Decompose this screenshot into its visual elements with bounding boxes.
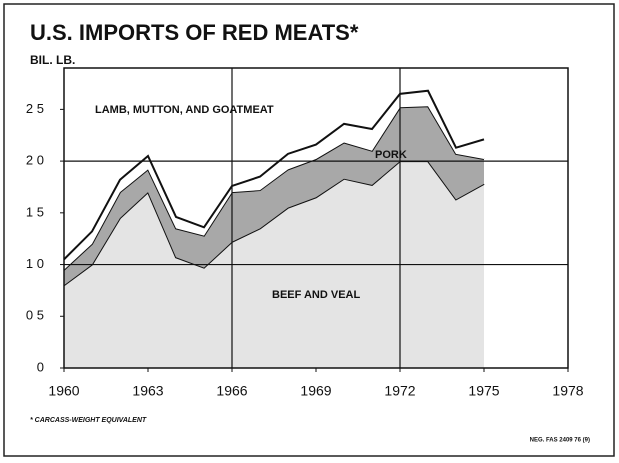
area — [64, 106, 484, 286]
series-label: PORK — [375, 149, 407, 161]
x-tick-label: 1966 — [216, 383, 247, 399]
y-tick-label: 0 5 — [26, 308, 44, 323]
x-tick-label: 1960 — [48, 383, 79, 399]
footnote: * CARCASS-WEIGHT EQUIVALENT — [30, 417, 147, 424]
series-label: LAMB, MUTTON, AND GOATMEAT — [95, 104, 274, 116]
y-tick-label: 2 5 — [26, 101, 44, 116]
y-tick-label: 1 5 — [26, 204, 44, 219]
x-tick-label: 1963 — [132, 383, 163, 399]
source-note: NEG. FAS 2409 76 (9) — [530, 438, 590, 444]
y-axis-label: BIL. LB. — [30, 53, 75, 67]
x-tick-label: 1969 — [300, 383, 331, 399]
y-tick-label: 0 — [37, 359, 44, 374]
chart-title: U.S. IMPORTS OF RED MEATS* — [30, 20, 359, 45]
area-top-line — [63, 89, 485, 261]
x-tick-label: 1975 — [468, 383, 499, 399]
x-tick-label: 1978 — [552, 383, 583, 399]
x-tick-label: 1972 — [384, 383, 415, 399]
frame — [3, 3, 615, 457]
y-tick-label: 1 0 — [26, 256, 44, 271]
series-label: BEEF AND VEAL — [272, 289, 360, 301]
area — [64, 90, 484, 270]
y-tick-label: 2 0 — [26, 153, 44, 168]
